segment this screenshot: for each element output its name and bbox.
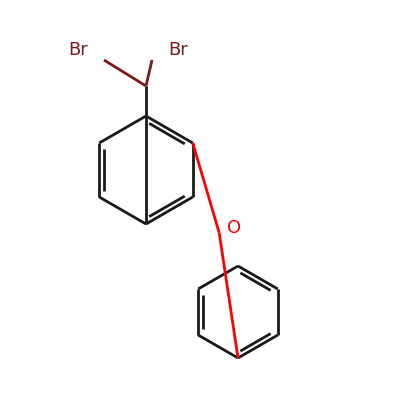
Text: Br: Br xyxy=(68,41,88,59)
Text: Br: Br xyxy=(168,41,188,59)
Text: O: O xyxy=(227,219,241,237)
